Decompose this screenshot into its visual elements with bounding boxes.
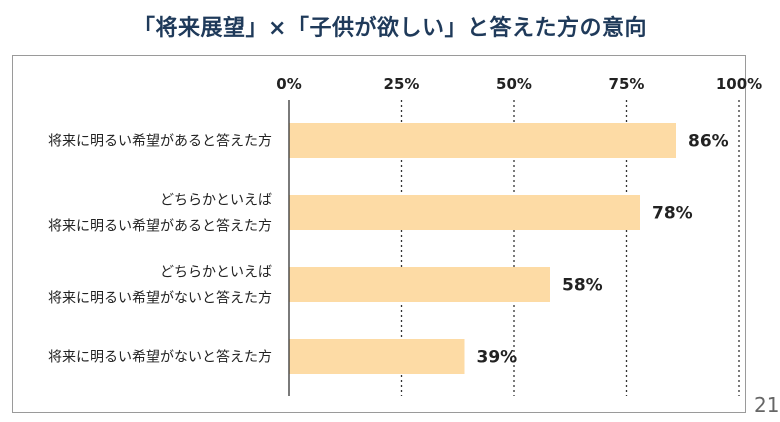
category-label: 将来に明るい希望がないと答えた方 xyxy=(48,349,272,366)
data-label: 78% xyxy=(652,204,693,224)
x-tick-label: 0% xyxy=(276,75,301,93)
bar xyxy=(289,339,465,374)
x-tick-label: 75% xyxy=(609,75,645,93)
x-tick-label: 25% xyxy=(384,75,420,93)
category-label: どちらかといえば xyxy=(160,265,272,281)
category-label: 将来に明るい希望がないと答えた方 xyxy=(48,290,272,307)
x-tick-label: 100% xyxy=(716,75,762,93)
bar xyxy=(289,123,676,158)
bar xyxy=(289,195,640,230)
category-label: 将来に明るい希望があると答えた方 xyxy=(48,218,272,235)
data-label: 58% xyxy=(562,276,603,296)
page-number: 21 xyxy=(754,393,780,417)
category-label: どちらかといえば xyxy=(160,193,272,209)
x-tick-label: 50% xyxy=(496,75,532,93)
chart-frame xyxy=(12,55,746,413)
category-label: 将来に明るい希望があると答えた方 xyxy=(48,133,272,150)
bar xyxy=(289,267,550,302)
chart-title: 「将来展望」×「子供が欲しい」と答えた方の意向 xyxy=(133,16,647,41)
data-label: 86% xyxy=(688,132,729,152)
data-label: 39% xyxy=(477,348,518,368)
